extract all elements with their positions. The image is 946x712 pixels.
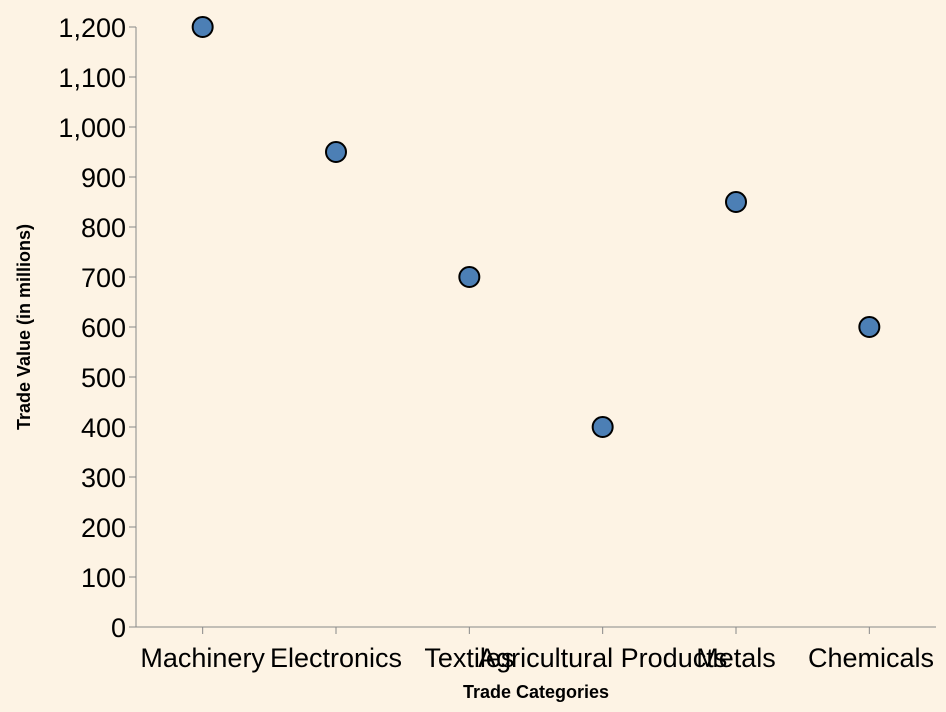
y-tick-label: 900 [81,163,126,193]
x-tick-label: Textiles [424,643,514,673]
y-tick-label: 200 [81,513,126,543]
x-tick-label: Metals [696,643,776,673]
data-points [191,16,881,438]
data-point [858,316,881,338]
data-point [458,266,481,288]
x-tick-label: Electronics [270,643,402,673]
data-point [725,191,747,213]
x-tick-label: Agricultural Products [478,643,727,673]
y-tick-label: 1,000 [58,113,126,143]
y-tick-label: 600 [81,313,126,343]
y-tick-label: 500 [81,363,126,393]
x-tick-label: Machinery [140,643,265,673]
data-point [191,16,214,38]
y-tick-label: 800 [81,213,126,243]
y-tick-label: 400 [81,413,126,443]
y-tick-label: 700 [81,263,126,293]
y-tick-label: 0 [111,613,126,643]
y-tick-label: 100 [81,563,126,593]
y-tick-label: 1,100 [58,63,126,93]
data-point [591,416,614,438]
y-axis-title: Trade Value (in millions) [14,224,34,430]
y-tick-label: 300 [81,463,126,493]
x-tick-label: Chemicals [808,643,934,673]
y-tick-label: 1,200 [58,13,126,43]
x-axis: Machinery Electronics TextilesAgricultural… [136,626,936,673]
y-axis: 0 100 200 300 400 500 600 700 800 900 1,000 1,100 1,… [58,13,137,643]
data-point [325,141,347,163]
x-axis-title: Trade Categories [463,682,609,702]
